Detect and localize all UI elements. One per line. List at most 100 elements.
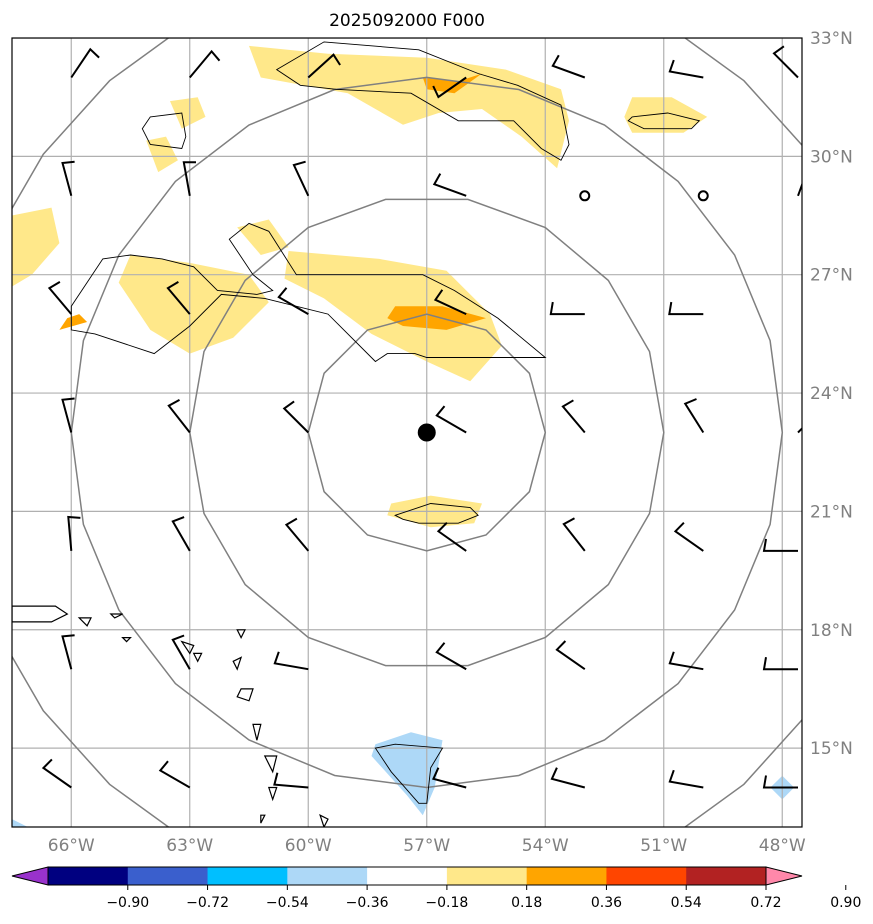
latitude-labels: 33°N 30°N 27°N 24°N 21°N 18°N 15°N [810,29,853,759]
wind-barb [307,53,341,79]
wind-barb [683,398,705,434]
colorbar-bin [127,867,209,885]
coastlines [12,605,329,827]
wind-barb [550,767,586,789]
colorbar-tick-label: −0.90 [106,895,149,911]
wind-barb [668,769,704,789]
wind-barb [284,517,310,552]
wind-barbs [41,45,802,789]
colorbar-tick-label: −0.36 [346,895,389,911]
strong-positive-anomaly-area [59,314,88,330]
longitude-label: 48°W [759,836,806,856]
positive-anomaly-area [146,136,178,173]
wind-barb [433,289,467,316]
wind-barb [436,521,467,552]
contour-line [374,743,444,804]
colorbar-outline [47,866,767,886]
storm-center-marker [417,423,436,442]
positive-anomaly-area [170,97,206,129]
contour-line [627,112,701,130]
wind-barb [67,515,81,551]
negative-anomaly-area [371,732,443,816]
colorbar-over-triangle [765,866,803,886]
contour-line [275,41,570,161]
island-outline [232,656,243,671]
wind-barb [61,397,75,433]
calm-wind-circle [579,190,591,202]
colorbar-tick-label: 0.36 [591,895,622,911]
latitude-label: 30°N [810,147,853,167]
positive-anomaly-area [237,219,289,255]
colorbar-bin [526,867,607,885]
colorbar-bin [367,867,448,885]
island-outline [192,652,203,663]
island-outline [260,814,266,824]
wind-barb [41,758,72,789]
island-outline [180,640,195,655]
wind-barb [432,76,467,99]
latitude-label: 27°N [810,266,853,286]
wind-barb [171,516,191,552]
positive-anomaly-area [624,97,708,133]
island-outline [121,636,132,643]
wind-barb [47,281,73,315]
wind-barb [797,427,802,434]
wind-barb [166,281,191,315]
longitude-label: 60°W [285,836,332,856]
colorbar-tick-label: −0.72 [186,895,229,911]
wind-barb [189,49,221,79]
colorbar-under-triangle [11,866,49,886]
wind-barb [668,301,704,316]
island-outline [236,629,246,639]
wind-barb [435,405,467,434]
colorbar-tick-label: 0.18 [511,895,542,911]
wind-barb [432,173,467,197]
island-outline [267,786,278,802]
contour-line [141,112,187,149]
wind-barb [561,399,586,434]
negative-anomaly-area [12,819,28,827]
island-outline [77,617,92,627]
wind-barb [171,634,191,670]
latitude-label: 33°N [810,29,853,49]
colorbar [11,866,803,886]
colorbar-bin [686,867,767,885]
longitude-label: 57°W [403,836,450,856]
longitude-labels: 66°W 63°W 60°W 57°W 54°W 51°W 48°W [48,836,806,856]
wind-barb [432,767,467,789]
island-outline [109,613,123,619]
wind-barb [762,538,798,552]
wind-barb [551,54,586,79]
wind-barb [273,651,309,671]
latitude-label: 18°N [810,621,853,641]
colorbar-bin [287,867,368,885]
wind-barb [668,59,704,79]
wind-barb [762,775,798,789]
map-title: 2025092000 F000 [329,11,485,31]
wind-barb [167,399,191,434]
longitude-label: 54°W [522,836,569,856]
map-background [12,38,802,827]
wind-barb [182,161,197,196]
calm-wind-circle [697,190,709,202]
longitude-label: 51°W [640,836,687,856]
wind-barb [277,287,309,315]
wind-barb [70,47,100,79]
wind-barb [158,760,191,789]
colorbar-tick-label: 0.54 [671,895,702,911]
wind-barb [282,400,310,434]
contour-lines [70,41,701,804]
wind-barb [61,634,75,670]
island-outline [319,814,329,827]
wind-barb [61,160,75,197]
strong-positive-anomaly-area [422,73,482,94]
colorbar-tick-label: −0.54 [266,895,309,911]
wind-barb [549,301,585,316]
colorbar-bin [606,867,687,885]
island-outline [263,755,278,774]
wind-barb [762,657,798,671]
wind-barb [772,45,799,79]
map-frame [11,37,803,828]
colorbar-tick-label: 0.90 [830,895,861,911]
